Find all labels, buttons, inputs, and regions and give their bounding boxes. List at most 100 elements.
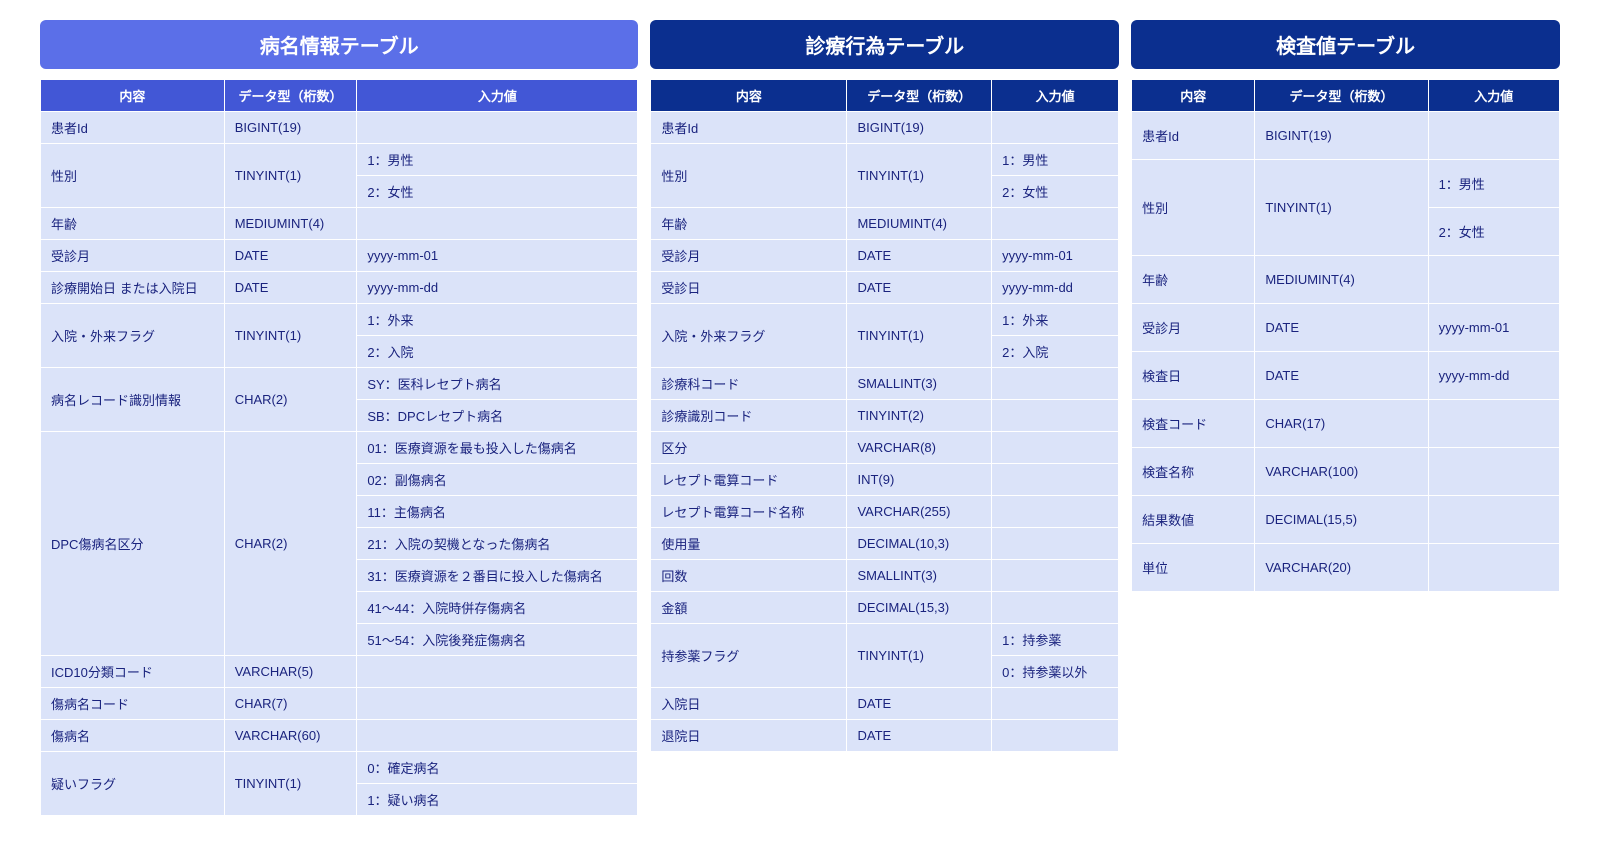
cell-datatype: CHAR(7)	[224, 688, 357, 720]
cell-value: 1：外来	[357, 304, 638, 336]
table-row: 結果数値DECIMAL(15,5)	[1132, 496, 1560, 544]
cell-value	[992, 208, 1119, 240]
table-row: 受診月DATEyyyy-mm-01	[1132, 304, 1560, 352]
cell-value: 21：入院の契機となった傷病名	[357, 528, 638, 560]
cell-content: 持参薬フラグ	[651, 624, 847, 688]
cell-datatype: TINYINT(1)	[224, 304, 357, 368]
cell-value: yyyy-mm-01	[992, 240, 1119, 272]
cell-content: 検査日	[1132, 352, 1255, 400]
cell-content: 性別	[651, 144, 847, 208]
table-block-1: 病名情報テーブル 内容データ型（桁数）入力値 患者IdBIGINT(19)性別T…	[40, 20, 638, 816]
cell-value: yyyy-mm-dd	[992, 272, 1119, 304]
cell-value: 02：副傷病名	[357, 464, 638, 496]
cell-value	[1428, 448, 1559, 496]
table-row: レセプト電算コードINT(9)	[651, 464, 1119, 496]
column-header: 入力値	[1428, 80, 1559, 112]
cell-value: 1：男性	[357, 144, 638, 176]
cell-value: 0：持参薬以外	[992, 656, 1119, 688]
cell-content: 患者Id	[651, 112, 847, 144]
cell-value	[1428, 112, 1559, 160]
cell-datatype: TINYINT(1)	[224, 144, 357, 208]
column-header: データ型（桁数）	[1255, 80, 1428, 112]
cell-value	[992, 528, 1119, 560]
cell-value: 2：女性	[357, 176, 638, 208]
cell-content: ICD10分類コード	[41, 656, 225, 688]
cell-value: yyyy-mm-01	[1428, 304, 1559, 352]
table-1: 内容データ型（桁数）入力値 患者IdBIGINT(19)性別TINYINT(1)…	[40, 79, 638, 816]
cell-datatype: SMALLINT(3)	[847, 368, 992, 400]
cell-datatype: TINYINT(2)	[847, 400, 992, 432]
table-row: 疑いフラグTINYINT(1)0：確定病名	[41, 752, 638, 784]
table-row: 性別TINYINT(1)1：男性	[1132, 160, 1560, 208]
cell-datatype: MEDIUMINT(4)	[847, 208, 992, 240]
cell-content: 受診日	[651, 272, 847, 304]
cell-content: 受診月	[1132, 304, 1255, 352]
cell-value: 41〜44：入院時併存傷病名	[357, 592, 638, 624]
cell-datatype: VARCHAR(100)	[1255, 448, 1428, 496]
table-row: 金額DECIMAL(15,3)	[651, 592, 1119, 624]
cell-value: yyyy-mm-01	[357, 240, 638, 272]
cell-value	[992, 688, 1119, 720]
table-row: 病名レコード識別情報CHAR(2)SY：医科レセプト病名	[41, 368, 638, 400]
table-row: 受診日DATEyyyy-mm-dd	[651, 272, 1119, 304]
cell-datatype: VARCHAR(5)	[224, 656, 357, 688]
cell-datatype: CHAR(2)	[224, 432, 357, 656]
cell-value	[992, 400, 1119, 432]
cell-content: 入院日	[651, 688, 847, 720]
cell-value	[1428, 256, 1559, 304]
cell-value: yyyy-mm-dd	[1428, 352, 1559, 400]
cell-value	[992, 112, 1119, 144]
column-header: 入力値	[992, 80, 1119, 112]
table-row: 患者IdBIGINT(19)	[651, 112, 1119, 144]
table-row: 年齢MEDIUMINT(4)	[651, 208, 1119, 240]
cell-value: 1：男性	[1428, 160, 1559, 208]
cell-value	[357, 112, 638, 144]
cell-datatype: DATE	[224, 240, 357, 272]
table-row: 年齢MEDIUMINT(4)	[1132, 256, 1560, 304]
cell-value	[992, 720, 1119, 752]
cell-content: 退院日	[651, 720, 847, 752]
cell-value: 01：医療資源を最も投入した傷病名	[357, 432, 638, 464]
cell-datatype: VARCHAR(8)	[847, 432, 992, 464]
cell-datatype: DECIMAL(10,3)	[847, 528, 992, 560]
table-row: 持参薬フラグTINYINT(1)1：持参薬	[651, 624, 1119, 656]
cell-value	[992, 432, 1119, 464]
table-row: 受診月DATEyyyy-mm-01	[651, 240, 1119, 272]
cell-datatype: BIGINT(19)	[1255, 112, 1428, 160]
cell-value: 1：持参薬	[992, 624, 1119, 656]
table-block-2: 診療行為テーブル 内容データ型（桁数）入力値 患者IdBIGINT(19)性別T…	[650, 20, 1119, 752]
table-row: 検査日DATEyyyy-mm-dd	[1132, 352, 1560, 400]
cell-datatype: TINYINT(1)	[847, 304, 992, 368]
cell-content: 診療識別コード	[651, 400, 847, 432]
cell-value: yyyy-mm-dd	[357, 272, 638, 304]
table-row: 性別TINYINT(1)1：男性	[651, 144, 1119, 176]
table-row: 性別TINYINT(1)1：男性	[41, 144, 638, 176]
cell-content: 傷病名	[41, 720, 225, 752]
cell-datatype: DATE	[1255, 304, 1428, 352]
cell-content: レセプト電算コード	[651, 464, 847, 496]
cell-datatype: DATE	[847, 240, 992, 272]
table-row: 回数SMALLINT(3)	[651, 560, 1119, 592]
cell-datatype: DATE	[847, 272, 992, 304]
table-title-1: 病名情報テーブル	[40, 20, 638, 69]
cell-datatype: DECIMAL(15,3)	[847, 592, 992, 624]
cell-value: 51〜54：入院後発症傷病名	[357, 624, 638, 656]
cell-datatype: MEDIUMINT(4)	[1255, 256, 1428, 304]
table-row: レセプト電算コード名称VARCHAR(255)	[651, 496, 1119, 528]
cell-content: 使用量	[651, 528, 847, 560]
tables-container: 病名情報テーブル 内容データ型（桁数）入力値 患者IdBIGINT(19)性別T…	[40, 20, 1560, 816]
table-row: 年齢MEDIUMINT(4)	[41, 208, 638, 240]
column-header: 内容	[1132, 80, 1255, 112]
cell-content: 患者Id	[41, 112, 225, 144]
cell-value: 2：入院	[992, 336, 1119, 368]
cell-datatype: TINYINT(1)	[224, 752, 357, 816]
cell-value	[992, 496, 1119, 528]
table-title-2: 診療行為テーブル	[650, 20, 1119, 69]
table-row: 退院日DATE	[651, 720, 1119, 752]
cell-datatype: VARCHAR(60)	[224, 720, 357, 752]
cell-value	[992, 464, 1119, 496]
cell-value: 0：確定病名	[357, 752, 638, 784]
column-header: 入力値	[357, 80, 638, 112]
cell-content: 回数	[651, 560, 847, 592]
cell-content: 診療科コード	[651, 368, 847, 400]
